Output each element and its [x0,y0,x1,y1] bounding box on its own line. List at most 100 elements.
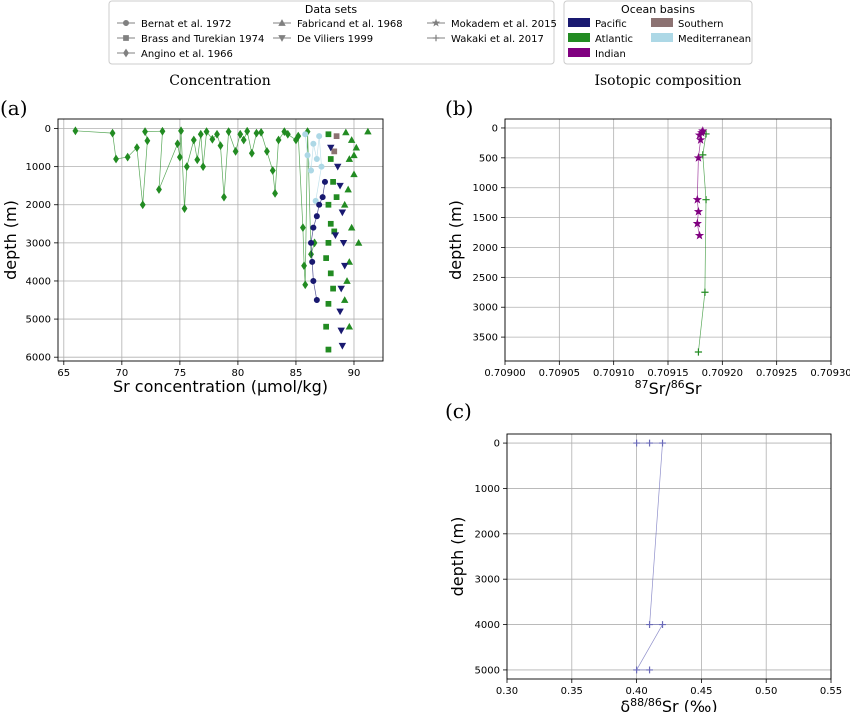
datasets-legend-label: De Viliers 1999 [297,34,373,45]
plot-marks [692,126,710,356]
data-point [633,439,640,447]
y-tick-label: 4000 [26,276,51,287]
y-axis-label: depth (m) [446,200,465,280]
data-point [338,342,347,350]
data-point [694,130,705,139]
data-point [310,140,317,147]
series-line [75,129,315,285]
datasets-legend-item: Bernat et al. 1972 [117,19,231,30]
data-point [142,127,148,136]
data-point [333,194,340,200]
data-point [308,167,315,174]
data-point [318,163,325,170]
data-point [237,129,244,139]
basins-legend-item: Pacific [568,18,627,30]
data-point [275,135,282,145]
data-point [203,127,210,136]
data-point [354,239,363,246]
data-point [701,288,709,296]
basins-legend-item: Indian [568,48,626,60]
data-point [323,255,329,261]
x-tick-label: 0.70915 [647,368,688,379]
data-point [176,152,183,162]
y-tick-label: 1000 [475,484,500,495]
data-point [350,170,358,178]
basins-legend-label: Southern [678,19,724,30]
data-point [310,277,317,284]
chart-b-sr-ratio: 0.70900 0.70905 0.70910 0.70915 0.70920 0.709… [446,118,850,398]
x-tick-label: 75 [174,368,187,379]
data-point [308,239,315,246]
data-point [319,194,326,201]
data-point [337,285,345,293]
panel-label-b: (b) [445,96,473,120]
panel-label-a: (a) [0,96,28,120]
data-point [309,258,316,265]
y-tick-label: 2000 [26,200,51,211]
data-point [692,194,702,204]
data-point [310,224,317,231]
data-point [316,133,323,140]
data-point [217,141,224,151]
plot-frame [57,118,384,362]
data-point [347,223,356,231]
x-tick-label: 0.70910 [593,368,634,379]
y-tick-label: 2000 [473,243,498,254]
data-point [308,249,314,259]
data-point [694,230,705,240]
x-tick-label: 65 [57,368,70,379]
legend-swatch [651,33,673,42]
x-tick-label: 90 [348,368,361,379]
data-point [364,127,372,135]
y-tick-label: 1500 [473,213,498,224]
y-tick-label: 1000 [473,183,498,194]
basins-legend-label: Pacific [595,19,627,30]
data-point [693,153,704,162]
data-point [331,148,338,155]
data-point [174,139,181,149]
x-tick-label: 0.70920 [702,368,743,379]
y-tick-label: 4000 [475,620,500,631]
data-point [244,126,251,136]
y-tick-label: 2000 [475,529,500,540]
basins-legend-label: Mediterranean [678,34,751,45]
legend-marker-plus [432,34,440,42]
datasets-legend-label: Wakaki et al. 2017 [451,34,544,45]
data-point [340,262,349,270]
data-point [325,346,332,353]
data-point [313,155,320,163]
data-point [200,162,207,172]
basins-legend-item: Atlantic [568,33,633,45]
legend-marker-circle [122,19,130,27]
data-point [232,147,239,156]
basins-legend-label: Indian [595,49,626,60]
y-axis-label: depth (m) [448,517,467,597]
data-point [321,178,328,185]
data-point [342,128,350,136]
data-point [331,232,340,240]
data-point [183,162,190,172]
x-tick-label: 0.35 [561,686,583,697]
data-point [340,200,349,208]
plot-area [58,119,383,361]
data-point [325,201,332,208]
data-point [327,144,335,152]
x-tick-label: 0.70925 [756,368,797,379]
data-point [144,136,151,146]
data-point [337,327,345,335]
data-point [113,154,119,164]
data-point [316,201,323,208]
legend-swatch [568,33,590,42]
x-tick-label: 85 [290,368,303,379]
x-axis-label: Sr concentration (μmol/kg) [113,377,328,396]
data-point [156,185,162,194]
data-point [72,126,79,136]
data-point [702,196,710,204]
data-point [693,206,704,216]
data-point [323,323,329,330]
data-point [659,439,666,447]
data-point [258,127,265,137]
y-tick-label: 0 [492,123,498,134]
data-point [312,197,319,204]
